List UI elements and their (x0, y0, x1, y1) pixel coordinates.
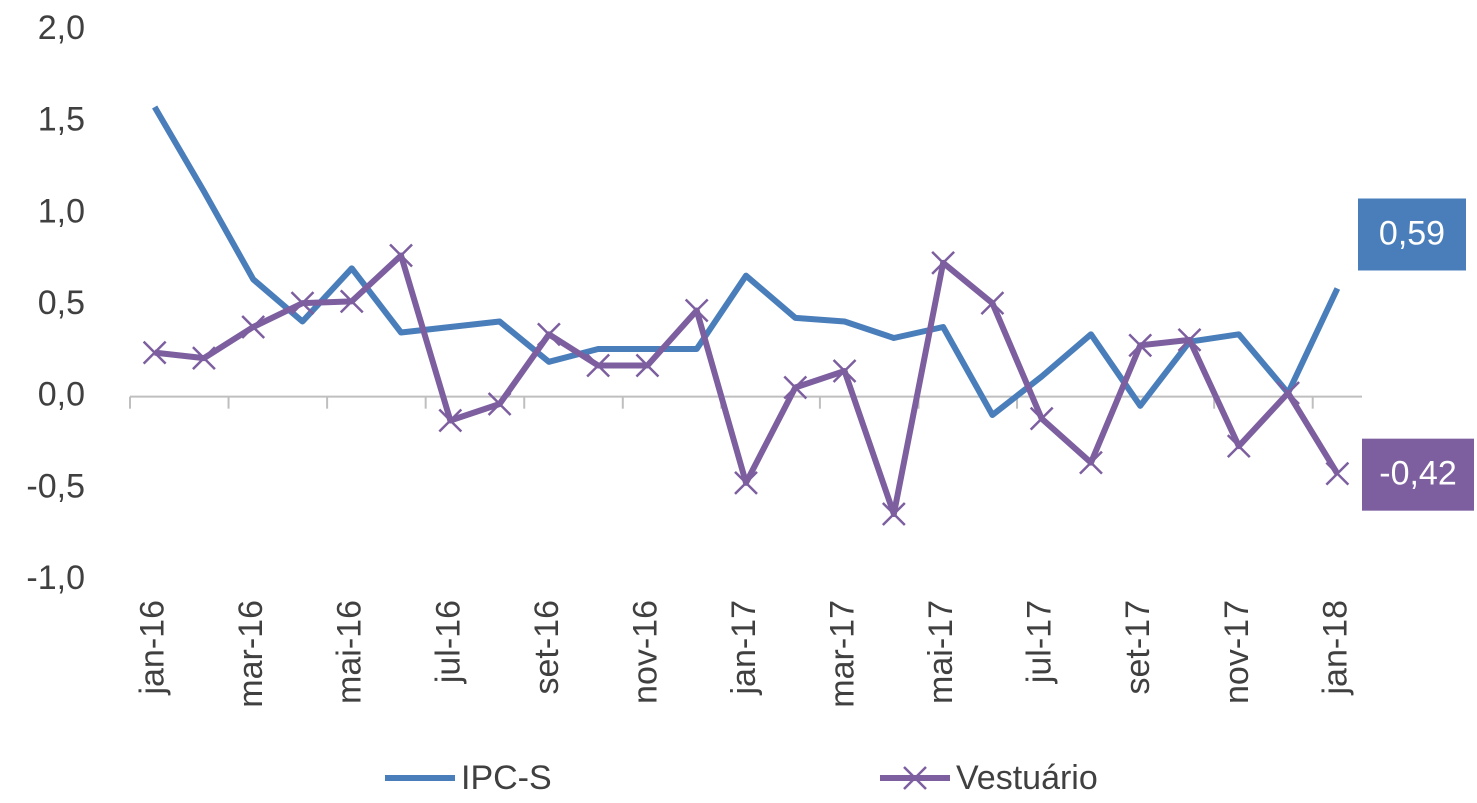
marker (1079, 450, 1103, 475)
marker (536, 322, 561, 347)
marker (1029, 406, 1054, 431)
legend-label: IPC-S (461, 759, 552, 797)
x-tick-label: jul-16 (429, 600, 467, 684)
x-tick-label: jan-16 (134, 600, 172, 696)
data-label-box (1362, 438, 1474, 511)
marker (389, 243, 413, 268)
y-tick-label: -0,5 (26, 467, 85, 505)
marker (142, 340, 167, 365)
marker (734, 470, 758, 495)
marker (339, 289, 364, 314)
marker (438, 408, 463, 433)
marker (980, 291, 1005, 316)
legend-label: Vestuário (956, 759, 1098, 797)
x-tick-label: set-16 (528, 600, 566, 695)
marker (931, 250, 956, 275)
y-tick-label: 1,5 (38, 101, 85, 139)
y-tick-label: 0,0 (38, 376, 85, 414)
marker (1325, 461, 1350, 486)
x-tick-label: set-17 (1119, 600, 1157, 695)
marker (586, 353, 611, 378)
marker (192, 346, 216, 371)
marker (1128, 333, 1153, 358)
y-tick-label: 1,0 (38, 192, 85, 230)
marker (290, 291, 315, 316)
x-tick-label: nov-17 (1218, 600, 1256, 704)
marker (881, 502, 906, 526)
marker (1177, 327, 1202, 352)
y-tick-label: 0,5 (38, 284, 85, 322)
x-tick-label: mar-17 (824, 600, 862, 708)
marker (783, 375, 808, 400)
x-tick-label: mai-17 (922, 600, 960, 704)
marker (241, 315, 266, 339)
y-tick-label: -1,0 (26, 559, 85, 597)
marker (1276, 381, 1300, 405)
marker (1226, 434, 1251, 459)
x-tick-label: mai-16 (331, 600, 369, 704)
data-label-box (1358, 198, 1466, 271)
marker (487, 392, 512, 416)
x-tick-label: jan-18 (1316, 600, 1354, 696)
x-tick-label: nov-16 (626, 600, 664, 704)
marker (684, 298, 709, 323)
data-label: -0,42 (1379, 455, 1457, 493)
legend-marker (903, 766, 927, 790)
x-tick-label: jul-17 (1021, 600, 1059, 684)
series-line (152, 105, 1341, 418)
x-tick-label: jan-17 (725, 600, 763, 696)
x-tick-label: mar-16 (232, 600, 270, 708)
y-tick-label: 2,0 (38, 9, 85, 47)
data-label: 0,59 (1379, 214, 1445, 252)
marker (832, 359, 857, 383)
marker (635, 353, 660, 378)
